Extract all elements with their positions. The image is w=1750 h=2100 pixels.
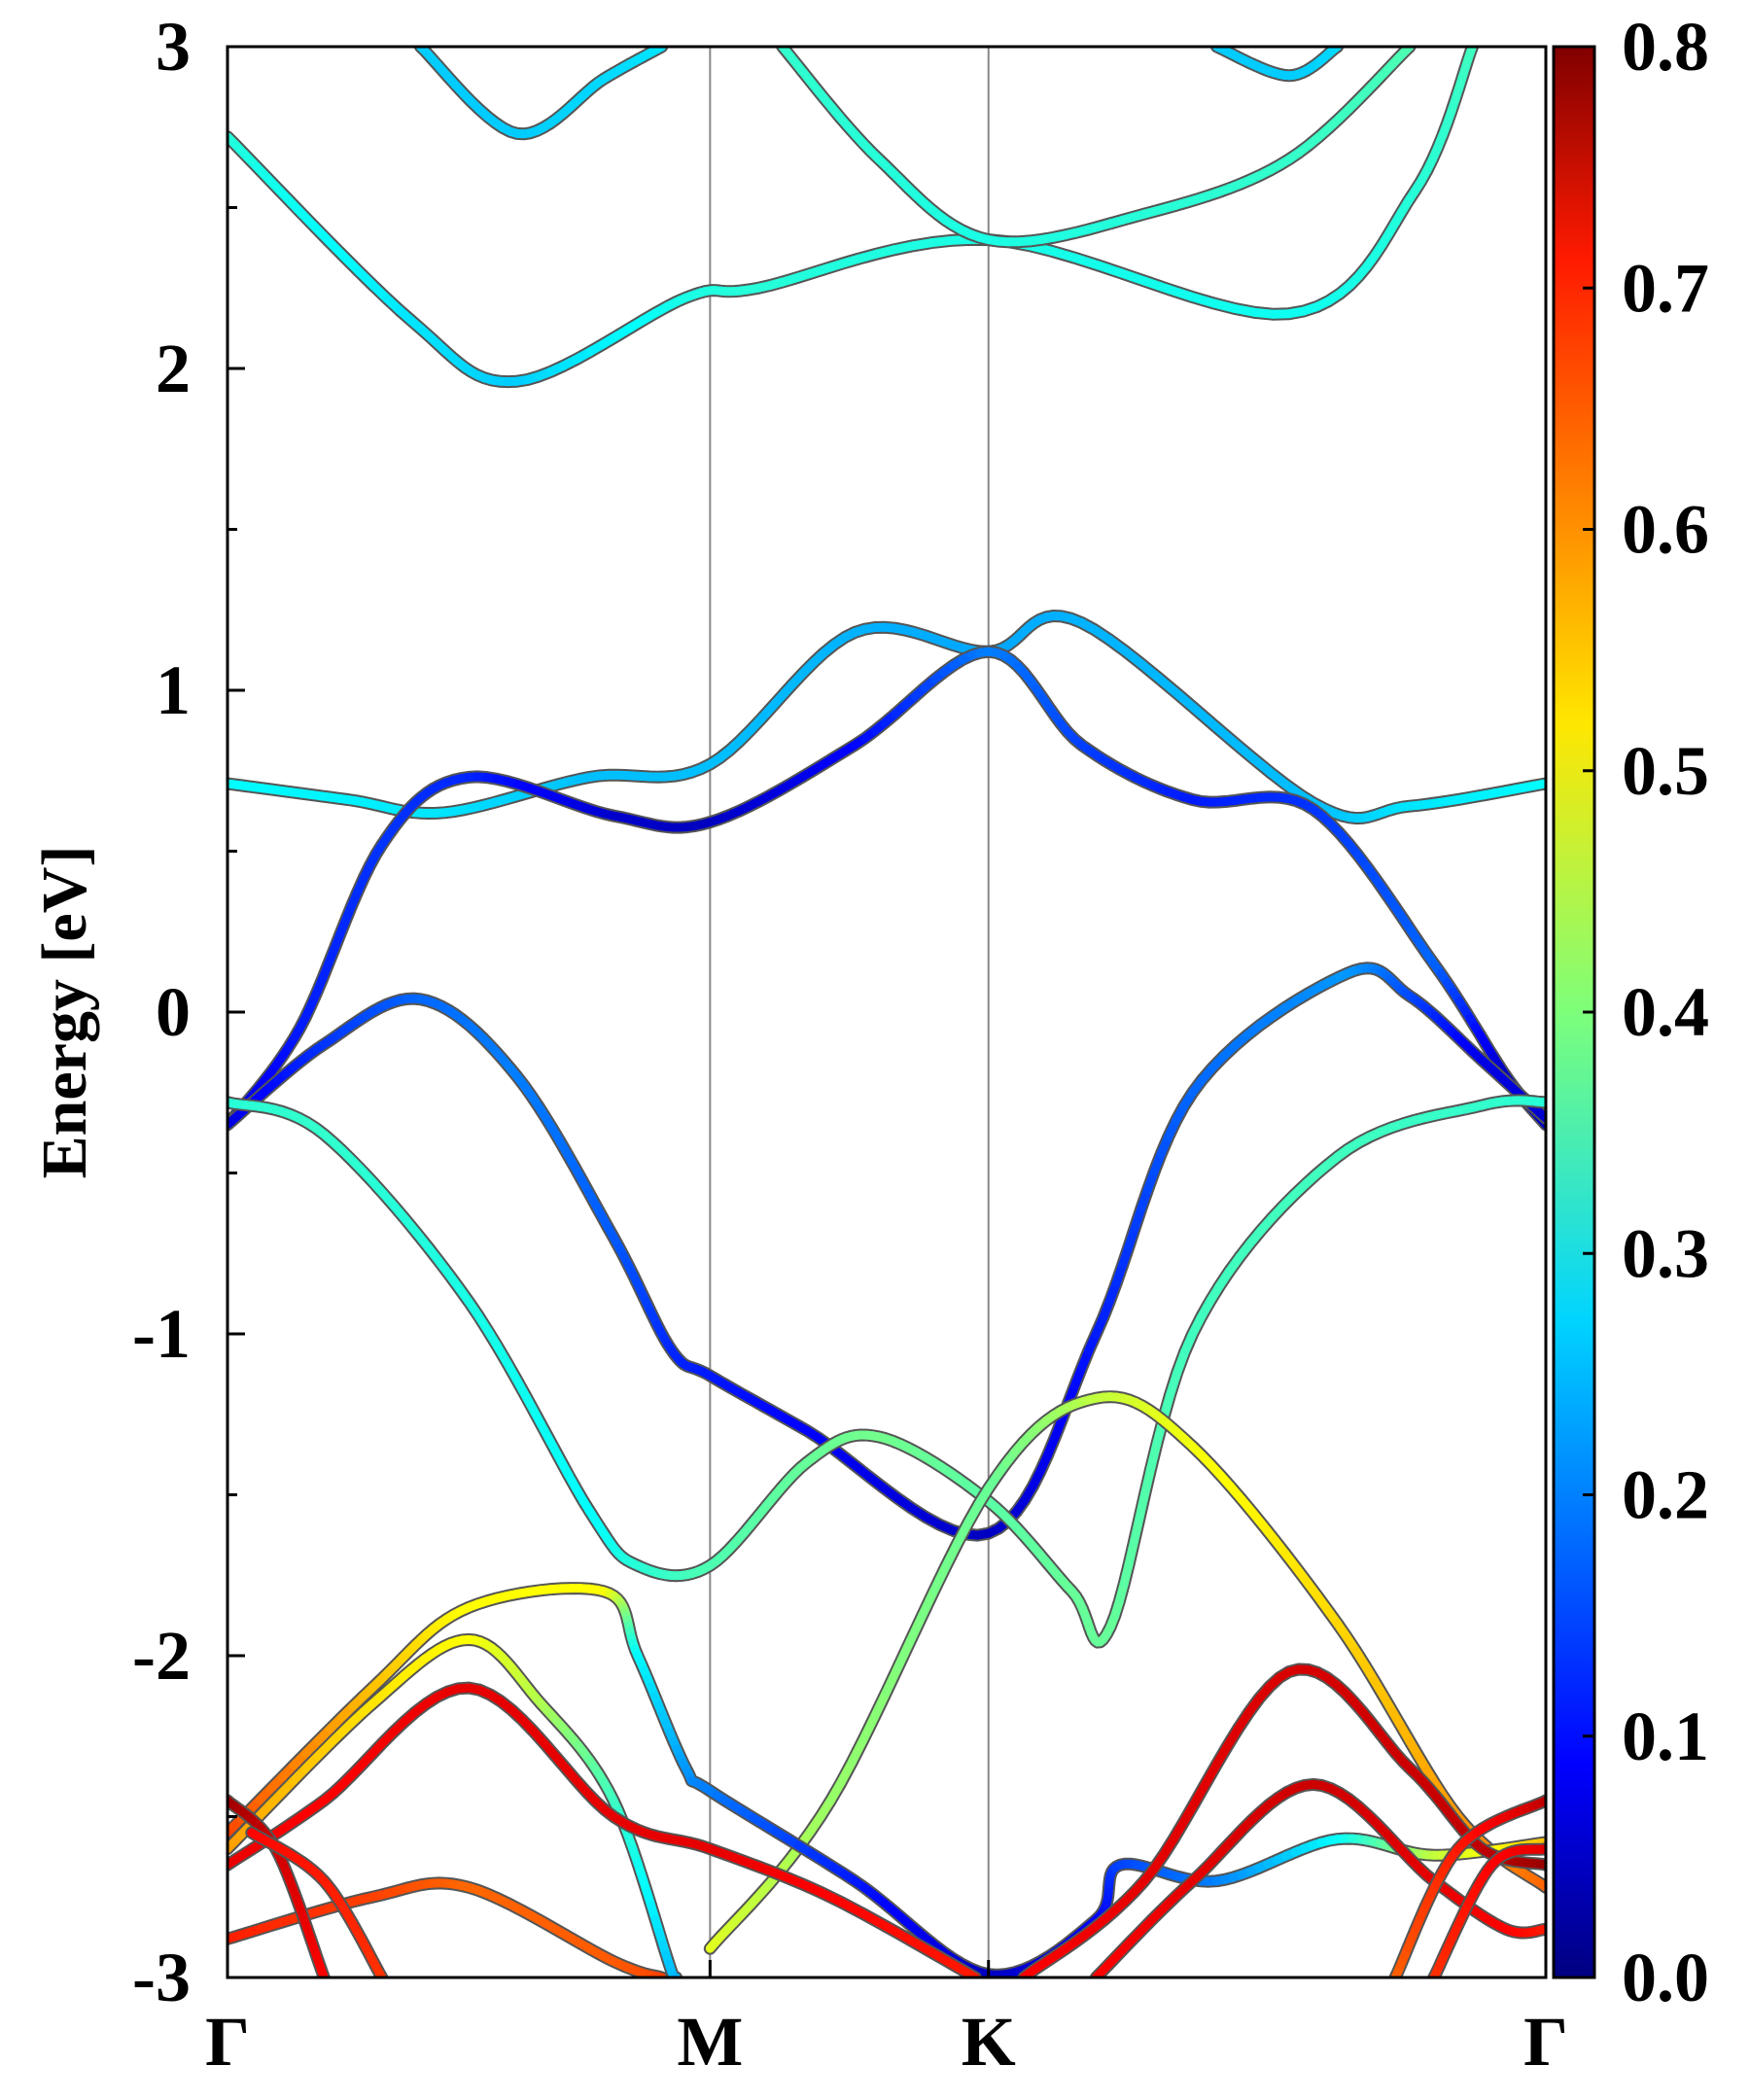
y-tick-label: 0: [156, 973, 191, 1051]
colorbar-tick-label: 0.6: [1622, 491, 1709, 569]
x-tick-label: M: [677, 2003, 743, 2081]
y-tick-label: -3: [132, 1939, 191, 2016]
bands-group: [228, 47, 1546, 1978]
band-segment: [905, 1610, 928, 1646]
band-line: [228, 1582, 1546, 1978]
kpoint-divider-lines: [709, 47, 990, 1978]
x-tick-label: Γ: [205, 2003, 250, 2081]
y-tick-label: 3: [156, 8, 191, 86]
band-segment: [858, 1712, 880, 1745]
colorbar-tick-label: 0.3: [1622, 1214, 1709, 1292]
band-segment: [882, 1662, 903, 1697]
band-segment: [918, 1586, 939, 1620]
colorbar-ticks: 0.8 0.7 0.6 0.5 0.4 0.3 0.2 0.1 0.0: [1583, 8, 1709, 2016]
band-segment: [929, 1561, 951, 1595]
band-line: [776, 47, 1417, 249]
band-segment: [870, 1687, 892, 1722]
colorbar-tick-label: 0.8: [1622, 8, 1709, 86]
band-line: [228, 47, 1480, 389]
colorbar-tick-label: 0.2: [1622, 1456, 1709, 1534]
y-tick-label: -2: [132, 1617, 191, 1695]
y-tick-label: 2: [156, 330, 191, 407]
colorbar-tick-label: 0.5: [1622, 732, 1709, 810]
y-axis-label: Energy [eV]: [29, 846, 100, 1179]
y-tick-label: -1: [132, 1295, 191, 1373]
x-tick-label: K: [962, 2003, 1016, 2081]
band-line: [228, 1633, 683, 1978]
x-tick-label: Γ: [1523, 2003, 1568, 2081]
band-line: [228, 645, 1546, 1132]
band-line: [1427, 1842, 1546, 1978]
band-line: [228, 1681, 982, 1978]
band-line: [228, 1094, 1546, 1649]
colorbar-tick-label: 0.4: [1622, 973, 1709, 1051]
colorbar-tick-label: 0.7: [1622, 249, 1709, 327]
y-tick-label: 1: [156, 651, 191, 729]
band-segment: [893, 1636, 915, 1671]
plot-frame: [226, 45, 1548, 1979]
y-axis-ticks: 3 2 1 0 -1 -2 -3: [132, 8, 245, 2016]
band-line: [703, 1390, 1546, 1955]
band-line: [245, 1826, 389, 1978]
colorbar-tick-label: 0.0: [1622, 1939, 1709, 2016]
band-line: [1210, 47, 1345, 83]
band-line: [1388, 1794, 1546, 1978]
colorbar-tick-label: 0.1: [1622, 1698, 1709, 1775]
band-line: [228, 962, 1546, 1542]
